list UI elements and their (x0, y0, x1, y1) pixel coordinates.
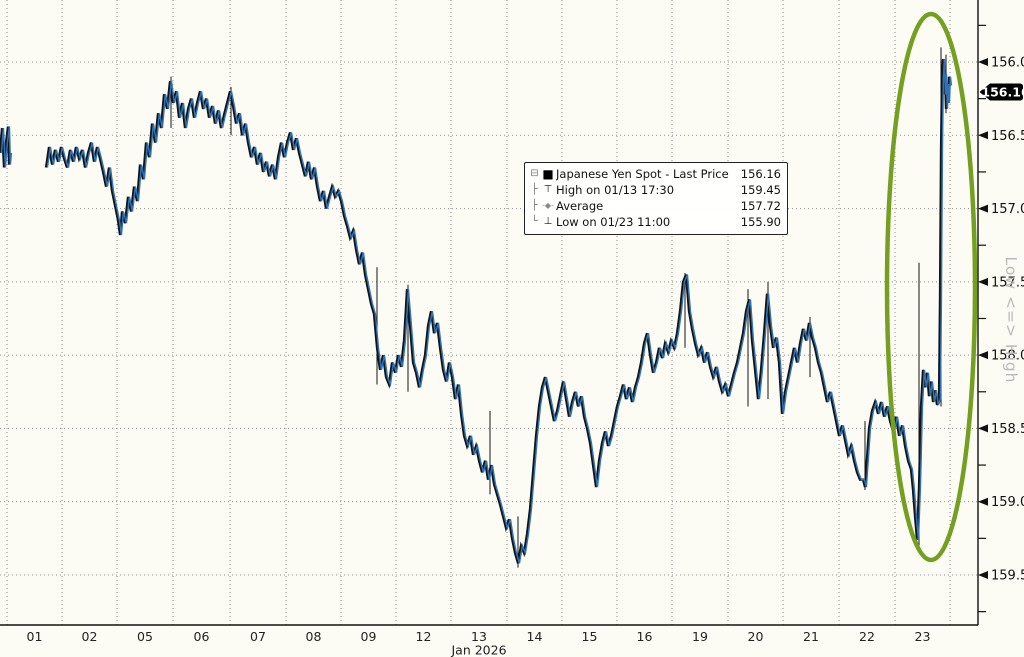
legend-high-value: 159.45 (740, 183, 781, 197)
legend-row-last-price: ⊟ ■ Japanese Yen Spot - Last Price 156.1… (529, 166, 781, 182)
high-marker-icon: ⊤ (543, 184, 553, 195)
x-axis-month-label: Jan 2026 (450, 643, 506, 657)
legend-row-high: ├ ⊤ High on 01/13 17:30 159.45 (529, 182, 781, 198)
x-tick-label: 19 (692, 629, 708, 644)
legend-average-label: Average (556, 199, 604, 213)
last-price-badge: 156.16 (979, 83, 1024, 101)
x-tick-label: 02 (82, 629, 98, 644)
axis-orientation-label: Low <=> High (1002, 257, 1020, 384)
legend-high-label: High on 01/13 17:30 (556, 183, 675, 197)
x-axis-labels: 01 02 05 06 07 08 09 12 13 14 15 16 19 20 21 22 23 Jan 20… (27, 629, 931, 657)
legend-collapse-icon[interactable]: ⊟ (530, 168, 539, 179)
series-swatch-icon: ■ (542, 167, 554, 181)
gridlines (0, 0, 978, 625)
x-tick-label: 22 (859, 629, 875, 644)
x-tick-label: 23 (915, 629, 931, 644)
legend-low-label: Low on 01/23 11:00 (556, 215, 671, 229)
tree-branch-icon: ├ (531, 200, 538, 211)
y-tick-label: 159.00 (991, 495, 1024, 510)
low-marker-icon: ⊥ (543, 216, 553, 227)
y-tick-label: 158.50 (991, 422, 1024, 437)
x-tick-label: 13 (471, 629, 487, 644)
x-tick-label: 07 (250, 629, 266, 644)
chart-legend: ⊟ ■ Japanese Yen Spot - Last Price 156.1… (524, 162, 788, 235)
x-tick-label: 12 (416, 629, 432, 644)
tree-branch-icon: ├ (531, 184, 538, 195)
y-tick-label: 157.50 (991, 275, 1024, 290)
y-tick-label: 159.50 (991, 568, 1024, 583)
average-marker-icon: -◆- (542, 201, 554, 210)
x-tick-label: 20 (748, 629, 764, 644)
legend-series-label: Japanese Yen Spot - Last Price (556, 167, 729, 181)
last-price-value: 156.16 (981, 84, 1024, 99)
x-tick-label: 21 (803, 629, 819, 644)
legend-last-price-value: 156.16 (740, 167, 781, 181)
legend-row-low: └ ⊥ Low on 01/23 11:00 155.90 (529, 214, 781, 230)
x-tick-label: 08 (306, 629, 322, 644)
x-tick-label: 01 (27, 629, 43, 644)
y-tick-label: 158.00 (991, 349, 1024, 364)
x-tick-label: 06 (194, 629, 210, 644)
legend-row-average: ├ -◆- Average 157.72 (529, 198, 781, 214)
y-tick-label: 156.50 (991, 129, 1024, 144)
legend-average-value: 157.72 (740, 199, 781, 213)
tree-end-icon: └ (531, 216, 538, 227)
y-tick-label: 157.00 (991, 202, 1024, 217)
x-tick-label: 15 (582, 629, 598, 644)
x-tick-label: 16 (637, 629, 653, 644)
x-tick-label: 14 (527, 629, 543, 644)
legend-low-value: 155.90 (740, 215, 781, 229)
x-tick-label: 05 (137, 629, 153, 644)
y-tick-label: 156.00 (991, 56, 1024, 71)
price-series (0, 47, 953, 568)
y-axis-labels: 156.00 156.50 157.00 157.50 158.00 158.50 159.… (978, 24, 1024, 613)
annotation-ellipse (884, 11, 978, 563)
axes (0, 0, 979, 626)
x-tick-label: 09 (361, 629, 377, 644)
